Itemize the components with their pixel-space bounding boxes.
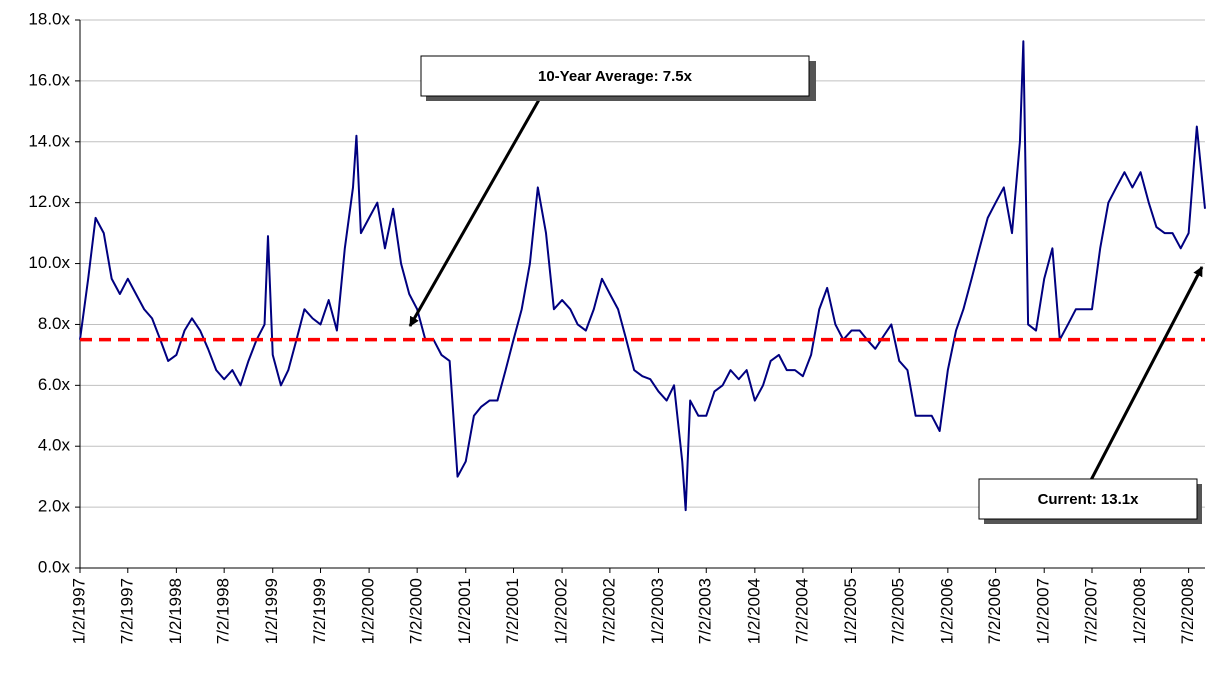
y-tick-label: 18.0x — [28, 9, 70, 28]
x-tick-label: 7/2/1999 — [310, 578, 329, 644]
x-tick-label: 7/2/2001 — [503, 578, 522, 644]
y-tick-label: 12.0x — [28, 192, 70, 211]
x-tick-label: 7/2/2007 — [1081, 578, 1100, 644]
arrow — [1088, 266, 1204, 483]
x-tick-label: 1/2/1997 — [69, 578, 88, 644]
x-tick-label: 1/2/1999 — [262, 578, 281, 644]
y-tick-label: 4.0x — [38, 436, 71, 455]
x-tick-label: 1/2/2005 — [841, 578, 860, 644]
y-tick-label: 8.0x — [38, 314, 71, 333]
y-tick-label: 2.0x — [38, 497, 71, 516]
x-tick-label: 1/2/1998 — [166, 578, 185, 644]
current-annotation: Current: 13.1x — [978, 266, 1204, 524]
x-tick-label: 1/2/2002 — [552, 578, 571, 644]
x-tick-label: 1/2/2006 — [937, 578, 956, 644]
x-tick-label: 7/2/2008 — [1178, 578, 1197, 644]
x-tick-label: 1/2/2007 — [1034, 578, 1053, 644]
x-tick-label: 1/2/2000 — [359, 578, 378, 644]
x-tick-label: 1/2/2008 — [1130, 578, 1149, 644]
average-annotation: 10-Year Average: 7.5x — [408, 55, 816, 327]
y-tick-label: 14.0x — [28, 131, 70, 150]
arrow — [408, 97, 542, 327]
x-tick-label: 7/2/2003 — [696, 578, 715, 644]
grid: 0.0x 2.0x 4.0x 6.0x 8.0x 10.0x 12.0x 14.0x 16.0x… — [28, 9, 1205, 644]
annotation: 10-Year Average: 7.5x — [538, 68, 693, 85]
x-tick-label: 7/2/1997 — [117, 578, 136, 644]
y-tick-label: 6.0x — [38, 375, 71, 394]
x-tick-label: 7/2/2000 — [407, 578, 426, 644]
x-tick-label: 7/2/2005 — [889, 578, 908, 644]
x-tick-label: 1/2/2004 — [744, 578, 763, 644]
x-tick-label: 1/2/2003 — [648, 578, 667, 644]
y-tick-label: 16.0x — [28, 70, 70, 89]
series-line — [79, 40, 1206, 512]
annotation-box — [420, 55, 810, 97]
plot — [79, 40, 1206, 512]
annotation: Current: 13.1x — [1038, 491, 1140, 508]
x-tick-label: 1/2/2001 — [455, 578, 474, 644]
x-tick-label: 7/2/2006 — [985, 578, 1004, 644]
x-tick-label: 7/2/2002 — [599, 578, 618, 644]
annotation-box — [978, 478, 1198, 520]
y-tick-label: 10.0x — [28, 253, 70, 272]
y-tick-label: 0.0x — [38, 557, 71, 576]
x-tick-label: 7/2/2004 — [792, 578, 811, 644]
x-tick-label: 7/2/1998 — [214, 578, 233, 644]
